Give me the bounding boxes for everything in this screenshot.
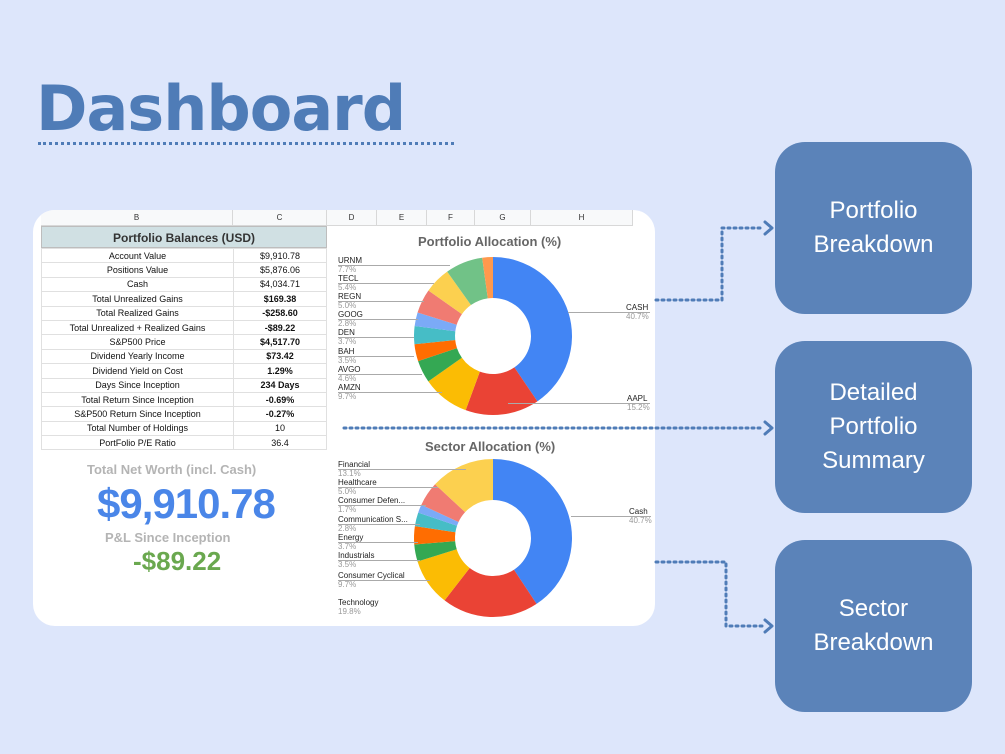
pie-slice-cash[interactable] [493, 459, 572, 604]
label-amzn: AMZN 9.7% [338, 383, 361, 401]
leader-line [571, 516, 651, 517]
label-healthcare: Healthcare 5.0% [338, 478, 377, 496]
pie-slice-cash[interactable] [493, 257, 572, 402]
pie-slice-healthcare[interactable] [421, 484, 466, 523]
table-row: PortFolio P/E Ratio 36.4 [41, 435, 327, 451]
pie-slice-tecl[interactable] [428, 271, 471, 315]
leader-line [338, 469, 466, 470]
pie-slice-energy[interactable] [414, 526, 456, 545]
row-value[interactable]: 36.4 [233, 435, 327, 451]
pie-slice-technology[interactable] [444, 568, 537, 617]
arrowhead-icon [763, 220, 774, 236]
column-header-h[interactable]: H [531, 210, 633, 226]
net-worth-label: Total Net Worth (incl. Cash) [87, 462, 257, 477]
sector-allocation-chart[interactable] [413, 458, 573, 618]
leader-line [338, 374, 422, 375]
table-row: S&P500 Price $4,517.70 [41, 334, 327, 350]
row-label[interactable]: PortFolio P/E Ratio [41, 435, 234, 451]
leader-line [338, 319, 418, 320]
pie-slice-financial[interactable] [435, 459, 493, 513]
leader-line [338, 542, 418, 543]
pl-value: -$89.22 [133, 546, 222, 576]
pie-slice-urnm[interactable] [447, 257, 488, 306]
arrow-portfolio-breakdown [654, 226, 766, 302]
column-header-b[interactable]: B [41, 210, 233, 226]
label-avgo: AVGO 4.6% [338, 365, 361, 383]
pie-slice-regn[interactable] [417, 290, 462, 325]
portfolio-breakdown-box[interactable]: Portfolio Breakdown [775, 142, 972, 314]
sector-allocation-title: Sector Allocation (%) [425, 439, 556, 454]
column-header-g[interactable]: G [475, 210, 531, 226]
portfolio-allocation-chart[interactable] [413, 256, 573, 416]
sector-breakdown-box[interactable]: Sector Breakdown [775, 540, 972, 712]
table-row: S&P500 Return Since Inception -0.27% [41, 406, 327, 422]
title-underline [38, 142, 454, 145]
label-bah: BAH 3.5% [338, 347, 357, 365]
net-worth-value: $9,910.78 [97, 480, 276, 527]
label-technology: Technology 19.8% [338, 598, 379, 616]
arrow-sector-breakdown [654, 560, 766, 628]
label-consumer-cyclical: Consumer Cyclical 9.7% [338, 571, 405, 589]
label-urnm: URNM 7.7% [338, 256, 362, 274]
label-regn: REGN 5.0% [338, 292, 362, 310]
pie-slice-avgo[interactable] [418, 348, 462, 382]
leader-line [338, 356, 414, 357]
pie-slice-consumer-defen-[interactable] [418, 504, 459, 526]
leader-line [338, 301, 424, 302]
portfolio-allocation-title: Portfolio Allocation (%) [418, 234, 562, 249]
pie-slice-goog[interactable] [414, 312, 457, 332]
label-cash: CASH 40.7% [626, 303, 649, 321]
column-header-f[interactable]: F [427, 210, 475, 226]
label-sector-cash: Cash 40.7% [629, 507, 652, 525]
pl-label: P&L Since Inception [105, 530, 231, 545]
leader-line [338, 524, 420, 525]
column-header-d[interactable]: D [327, 210, 377, 226]
leader-line [338, 283, 434, 284]
label-aapl: AAPL 15.2% [627, 394, 650, 412]
balances-rows: Account Value $9,910.78 Positions Value $5,… [41, 247, 327, 451]
pie-slice-amzn[interactable] [428, 357, 480, 411]
pie-slice-communication-s-[interactable] [414, 512, 458, 533]
spreadsheet-panel: B C D E F G H Portfolio Balances (USD) A… [33, 210, 655, 626]
table-row: Cash $4,034.71 [41, 276, 327, 293]
arrowhead-icon [763, 420, 774, 436]
pie-slice-industrials[interactable] [414, 541, 457, 562]
leader-line [338, 505, 426, 506]
table-row: Total Number of Holdings 10 [41, 420, 327, 437]
leader-line [338, 265, 450, 266]
leader-line [568, 312, 650, 313]
label-financial: Financial 13.1% [338, 460, 371, 478]
label-tecl: TECL 5.4% [338, 274, 359, 292]
portfolio-balances-table: Portfolio Balances (USD) Account Value $9… [41, 226, 327, 451]
label-consumer-defensive: Consumer Defen... 1.7% [338, 496, 406, 514]
label-industrials: Industrials 3.5% [338, 551, 375, 569]
column-header-e[interactable]: E [377, 210, 427, 226]
table-row: Positions Value $5,876.06 [41, 262, 327, 278]
table-row: Total Realized Gains -$258.60 [41, 305, 327, 321]
label-goog: GOOG 2.8% [338, 310, 363, 328]
column-header-c[interactable]: C [233, 210, 327, 226]
label-den: DEN 3.7% [338, 328, 357, 346]
column-headers: B C D E F G H [41, 210, 633, 226]
leader-line [338, 487, 438, 488]
pie-slice-other[interactable] [482, 257, 493, 299]
pie-slice-bah[interactable] [414, 339, 457, 362]
pie-slice-consumer-cyclical[interactable] [417, 549, 470, 601]
label-communication: Communication S... 2.8% [338, 515, 408, 533]
balances-title[interactable]: Portfolio Balances (USD) [41, 226, 327, 248]
leader-line [338, 337, 414, 338]
label-energy: Energy 3.7% [338, 533, 364, 551]
detailed-portfolio-summary-box[interactable]: Detailed Portfolio Summary [775, 341, 972, 513]
arrowhead-icon [763, 618, 774, 634]
leader-line [338, 560, 420, 561]
page-title: Dashboard [36, 72, 406, 145]
leader-line [338, 580, 430, 581]
leader-line [508, 403, 650, 404]
pie-slice-den[interactable] [414, 326, 456, 345]
leader-line [338, 392, 442, 393]
